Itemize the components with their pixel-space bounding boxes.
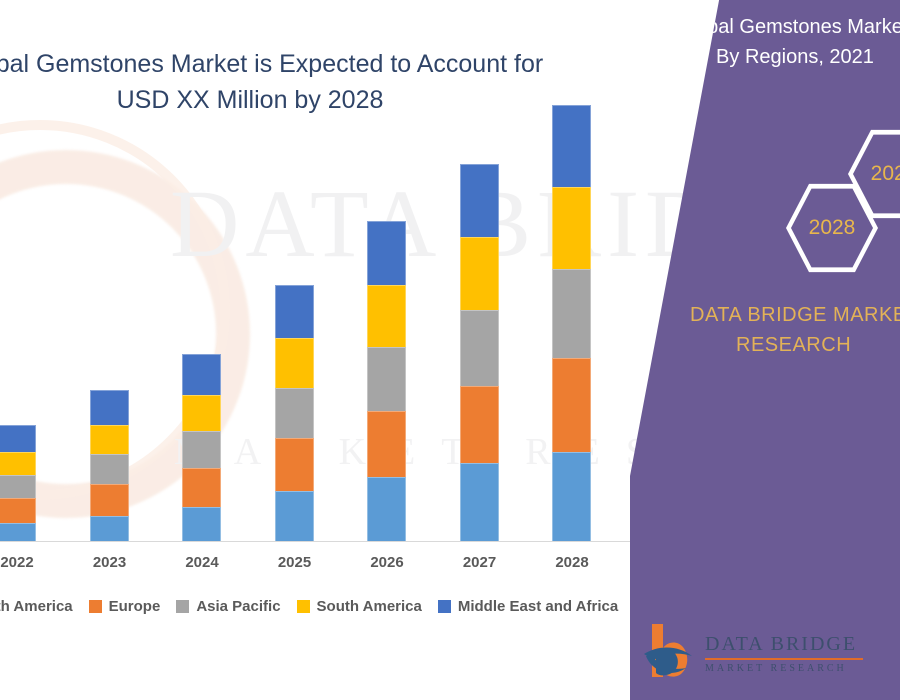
panel-brand-line-1: DATA BRIDGE MARKET <box>690 304 900 326</box>
bar-segment <box>459 237 499 311</box>
legend-swatch-icon <box>88 600 102 613</box>
legend-swatch-icon <box>437 600 451 613</box>
bar-segment <box>367 285 406 347</box>
bar-segment <box>0 474 36 498</box>
legend-item[interactable]: Middle East and Africa <box>437 598 619 615</box>
bar-segment <box>367 346 406 411</box>
bar-segment <box>274 388 314 439</box>
panel-title: Global Gemstones Market, By Regions, 202… <box>630 12 900 72</box>
x-axis-label-2026: 2026 <box>370 554 404 571</box>
bar-segment <box>459 310 499 386</box>
logo-tagline: MARKET RESEARCH <box>705 662 847 674</box>
bar-segment <box>0 497 36 523</box>
bar-segment <box>367 221 406 286</box>
x-axis-label-2027: 2027 <box>462 554 497 571</box>
legend-swatch-icon <box>176 600 190 613</box>
hexagon-front-label: 2028 <box>808 216 856 239</box>
legend-item[interactable]: North America <box>0 598 73 615</box>
bar-segment <box>89 390 129 425</box>
legend-item[interactable]: South America <box>296 598 422 615</box>
x-axis-label-2028: 2028 <box>555 554 589 571</box>
bar-segment <box>459 463 499 541</box>
legend-label: Asia Pacific <box>196 598 281 615</box>
bar-2027 <box>459 164 499 541</box>
bar-segment <box>89 515 129 541</box>
chart-title-line-1: Global Gemstones Market is Expected to A… <box>0 50 544 78</box>
side-panel: Global Gemstones Market, By Regions, 202… <box>630 0 900 700</box>
legend-label: Middle East and Africa <box>457 598 619 615</box>
legend-item[interactable]: Asia Pacific <box>176 598 281 615</box>
bar-2024 <box>182 353 221 541</box>
bar-2026 <box>367 221 406 541</box>
bar-segment <box>182 353 221 395</box>
bar-segment <box>274 285 314 338</box>
bar-segment <box>552 358 591 452</box>
x-axis-label-2023: 2023 <box>92 554 127 571</box>
legend-label: North America <box>0 598 73 615</box>
x-axis-label-2024: 2024 <box>185 554 219 571</box>
bar-segment <box>89 454 129 484</box>
bar-segment <box>552 451 591 541</box>
bar-segment <box>367 410 406 478</box>
bar-segment <box>459 385 499 464</box>
bar-segment <box>459 164 499 238</box>
bar-segment <box>182 431 221 468</box>
bar-segment <box>89 483 129 516</box>
bar-segment <box>0 522 36 541</box>
panel-title-line-2: By Regions, 2021 <box>716 46 874 68</box>
panel-title-line-1: Global Gemstones Market, <box>676 16 900 38</box>
bar-segment <box>182 467 221 507</box>
bar-segment <box>274 490 314 541</box>
x-axis-label-2025: 2025 <box>277 554 312 571</box>
bar-segment <box>552 104 591 188</box>
bar-2028 <box>552 104 591 541</box>
bar-segment <box>182 506 221 541</box>
legend-swatch-icon <box>296 600 310 613</box>
bar-segment <box>0 451 36 475</box>
bar-2025 <box>274 285 314 541</box>
bar-segment <box>0 424 36 452</box>
logo-mark-icon <box>642 620 696 682</box>
bar-2023 <box>89 390 129 541</box>
x-axis-label-2022: 2022 <box>0 554 34 571</box>
x-axis-line <box>0 541 648 542</box>
chart-legend: North America Europe Asia Pacific South Ame… <box>0 598 654 615</box>
company-logo: DATA BRIDGE MARKET RESEARCH <box>642 620 863 682</box>
hexagon-back-label: 2021 <box>870 162 900 185</box>
bar-segment <box>552 269 591 359</box>
bar-chart-plot-area <box>0 104 660 542</box>
bar-segment <box>182 394 221 432</box>
panel-brand-text: DATA BRIDGE MARKET RESEARCH <box>690 300 900 360</box>
x-axis-labels: 2022 2023 2024 2025 2026 2027 2028 <box>0 554 660 576</box>
bar-segment <box>89 424 129 455</box>
chart-title: Global Gemstones Market is Expected to A… <box>0 46 640 118</box>
chart-title-line-2: USD XX Million by 2028 <box>116 86 384 114</box>
bar-segment <box>274 438 314 491</box>
bar-segment <box>274 337 314 389</box>
logo-divider <box>705 657 863 660</box>
legend-label: South America <box>316 598 422 615</box>
bar-segment <box>367 477 406 541</box>
legend-item[interactable]: Europe <box>88 598 161 615</box>
logo-name: DATA BRIDGE <box>705 632 858 655</box>
panel-brand-line-2: RESEARCH <box>736 334 852 356</box>
legend-label: Europe <box>108 598 161 615</box>
bar-segment <box>552 187 591 270</box>
bar-2022 <box>0 424 36 541</box>
